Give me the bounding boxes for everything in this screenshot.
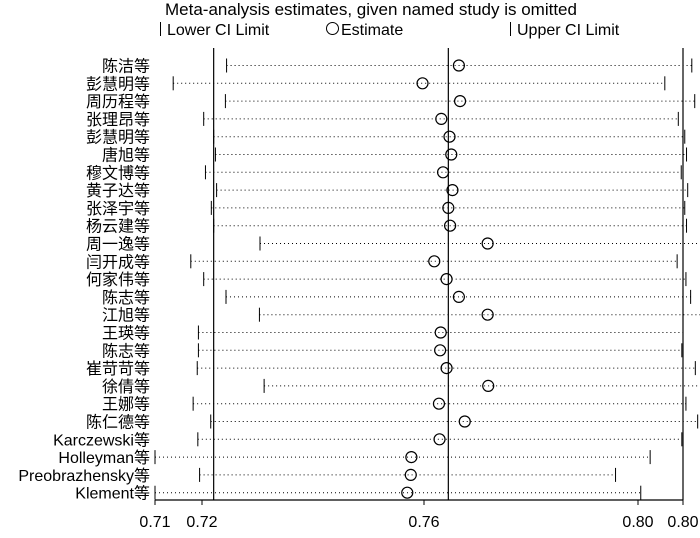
study-label: 陈志等	[102, 289, 150, 307]
estimate-point	[434, 344, 447, 357]
estimate-point	[452, 290, 465, 303]
estimate-point	[458, 415, 471, 428]
legend-label-estimate: Estimate	[341, 22, 404, 39]
study-label: 王瑛等	[102, 325, 150, 343]
plot-area: 0.71 0.72 0.76 0.80 0.80陈洁等彭慧明等周历程等张理昂等彭慧明等唐…	[18, 48, 700, 531]
study-label: 穆文博等	[86, 164, 150, 182]
study-label: 张理昂等	[86, 111, 150, 129]
study-label: 徐倩等	[102, 378, 150, 396]
estimate-circle-icon	[326, 22, 339, 35]
study-label: Klement等	[75, 485, 150, 503]
estimate-point	[432, 397, 446, 410]
estimate-point	[401, 486, 414, 499]
study-label: Holleyman等	[58, 449, 150, 467]
study-label: 黄子达等	[86, 182, 150, 200]
estimate-point	[434, 326, 447, 339]
study-label: 陈洁等	[102, 58, 150, 76]
estimate-point	[443, 219, 457, 232]
x-tick-label: 0.76	[408, 514, 439, 531]
study-label: 周历程等	[86, 93, 150, 111]
x-tick-label: 0.72	[186, 514, 217, 531]
estimate-point	[481, 237, 494, 250]
estimate-point	[453, 94, 467, 108]
legend-label-upper: Upper CI Limit	[517, 22, 620, 39]
legend-item-upper: Upper CI Limit	[510, 22, 619, 40]
chart-title: Meta-analysis estimates, given named stu…	[165, 0, 577, 19]
study-label: 崔苛苛等	[86, 360, 150, 378]
study-label: 张泽宇等	[86, 200, 150, 218]
upper-bar-icon	[510, 22, 511, 36]
study-label: 江旭等	[102, 307, 150, 325]
estimate-point	[445, 148, 458, 161]
estimate-point	[481, 308, 494, 321]
study-label: 何家伟等	[86, 271, 150, 289]
estimate-point	[446, 184, 459, 197]
estimate-point	[435, 112, 448, 126]
estimate-point	[405, 451, 418, 464]
estimate-point	[404, 468, 417, 481]
study-label: 陈志等	[102, 342, 150, 360]
study-label: Preobrazhensky等	[18, 467, 150, 485]
legend-item-lower: Lower CI Limit	[160, 22, 269, 40]
legend-label-lower: Lower CI Limit	[167, 22, 270, 39]
study-label: Karczewski等	[53, 431, 150, 449]
x-tick-label: 0.71	[139, 514, 170, 531]
estimate-point	[416, 77, 429, 90]
estimate-point	[428, 255, 441, 268]
study-label: 陈仁德等	[86, 414, 150, 432]
study-label: 王娜等	[102, 396, 150, 414]
study-label: 闫开成等	[86, 253, 150, 271]
estimate-point	[440, 362, 453, 375]
x-tick-label: 0.80	[667, 514, 698, 531]
lower-bar-icon	[160, 22, 161, 36]
estimate-point	[443, 130, 456, 143]
estimate-point	[433, 433, 446, 446]
estimate-point	[440, 273, 453, 286]
study-label: 彭慧明等	[86, 129, 150, 147]
study-label: 彭慧明等	[86, 75, 150, 93]
study-label: 唐旭等	[102, 147, 150, 165]
estimate-point	[482, 379, 495, 392]
study-label: 周一逸等	[86, 236, 150, 254]
legend-item-estimate: Estimate	[326, 22, 403, 40]
x-tick-label: 0.80	[622, 514, 653, 531]
estimate-point	[436, 166, 450, 179]
estimate-point	[442, 201, 455, 214]
estimate-point	[452, 59, 465, 72]
study-label: 杨云建等	[86, 218, 150, 236]
legend: Lower CI Limit Estimate Upper CI Limit	[160, 22, 690, 42]
